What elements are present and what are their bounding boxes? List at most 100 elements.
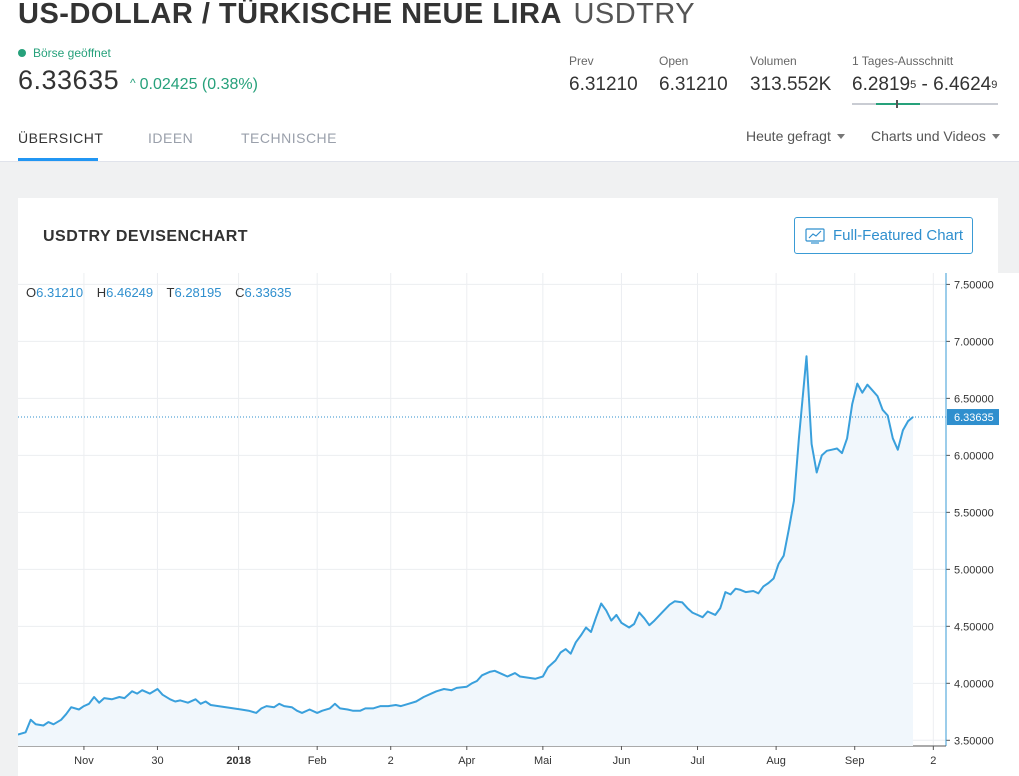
data-point — [232, 707, 235, 709]
y-tick-label: 4.50000 — [954, 621, 994, 633]
data-point — [805, 355, 808, 357]
stat-prev: Prev 6.31210 — [569, 54, 638, 96]
data-point — [696, 614, 699, 616]
day-range-bar — [852, 100, 998, 108]
data-point — [778, 563, 780, 565]
data-point — [329, 707, 331, 709]
data-point — [423, 696, 425, 698]
data-point — [547, 666, 549, 668]
data-point — [278, 703, 280, 705]
data-point — [415, 700, 417, 703]
stat-open: Open 6.31210 — [659, 54, 728, 96]
data-point — [400, 705, 402, 707]
data-point — [745, 591, 747, 593]
x-tick-label: Jul — [690, 755, 704, 767]
data-point — [871, 389, 874, 391]
y-tick-label: 5.50000 — [954, 507, 994, 519]
day-range-fill — [876, 103, 920, 105]
data-point — [187, 702, 189, 704]
stat-open-label: Open — [659, 54, 689, 68]
data-point — [661, 612, 663, 614]
price-chart[interactable]: 3.50000 4.00000 4.50000 5.00000 5.50000 6.000… — [18, 273, 1019, 776]
data-point — [519, 675, 521, 678]
ohlc-high-value: 6.46249 — [106, 285, 154, 300]
data-point — [118, 696, 120, 698]
ohlc-close-value: 6.33635 — [244, 285, 292, 300]
data-point — [836, 447, 838, 450]
data-point — [352, 710, 354, 712]
stat-prev-value: 6.31210 — [569, 74, 638, 95]
data-point — [123, 697, 126, 699]
instrument-header: US-DOLLAR / TÜRKISCHE NEUE LIRA USDTRY B… — [0, 0, 1019, 162]
data-point — [595, 616, 597, 618]
data-point — [628, 626, 630, 629]
data-point — [575, 641, 577, 643]
x-tick-label: Mai — [534, 755, 552, 767]
data-point — [534, 678, 536, 680]
data-point — [225, 706, 227, 708]
data-point — [372, 707, 374, 709]
data-point — [846, 437, 848, 439]
data-point — [88, 703, 90, 705]
data-point — [821, 454, 823, 456]
last-price: 6.33635 — [18, 65, 120, 95]
data-point — [301, 712, 303, 714]
data-point — [205, 700, 207, 703]
data-point — [740, 589, 742, 591]
data-point — [407, 703, 410, 705]
data-point — [735, 588, 737, 590]
data-point — [291, 706, 293, 708]
data-point — [902, 429, 904, 431]
x-tick-label: Sep — [845, 755, 865, 767]
dropdown-asked-today[interactable]: Heute gefragt — [746, 128, 845, 144]
data-point — [580, 634, 582, 636]
data-point — [681, 601, 683, 603]
series-area — [18, 356, 913, 746]
data-point — [83, 705, 85, 707]
data-point — [35, 723, 37, 725]
data-point — [783, 555, 785, 557]
range-high: 6.4624 — [933, 74, 992, 95]
tab-overview[interactable]: ÜBERSICHT — [18, 130, 104, 146]
range-low: 6.2819 — [852, 74, 911, 95]
data-point — [851, 403, 853, 405]
data-point — [78, 708, 80, 711]
data-point — [141, 689, 143, 691]
y-tick-label: 7.50000 — [954, 279, 994, 291]
data-point — [674, 600, 676, 602]
price-change-value: 0.02425 (0.38%) — [139, 76, 258, 93]
data-point — [200, 703, 202, 705]
data-point — [615, 614, 618, 616]
full-featured-chart-button[interactable]: Full-Featured Chart — [794, 217, 973, 254]
data-point — [816, 471, 818, 474]
x-tick-label: Feb — [308, 755, 327, 767]
x-tick-label: Nov — [74, 755, 94, 767]
tab-ideas[interactable]: IDEEN — [148, 130, 194, 146]
data-point — [169, 698, 171, 700]
x-tick-label: Aug — [766, 755, 786, 767]
dropdown-charts-videos[interactable]: Charts und Videos — [871, 128, 1000, 144]
data-point — [506, 675, 508, 678]
data-point — [841, 452, 843, 454]
data-point — [714, 614, 716, 616]
chart-card-title: USDTRY DEVISENCHART — [43, 228, 249, 245]
data-point — [882, 409, 884, 411]
x-tick-label: Jun — [613, 755, 631, 767]
data-point — [347, 708, 349, 711]
x-tick-label: Apr — [458, 755, 475, 767]
tab-technicals[interactable]: TECHNISCHE — [241, 130, 338, 146]
data-point — [669, 604, 671, 606]
data-point — [248, 710, 250, 712]
data-point — [30, 719, 32, 721]
data-point — [831, 449, 833, 451]
data-point — [387, 705, 389, 707]
range-high-sup: 9 — [991, 79, 998, 91]
data-point — [476, 680, 478, 682]
y-tick-label: 6.00000 — [954, 450, 994, 462]
data-point — [194, 698, 197, 700]
data-point — [489, 671, 491, 673]
data-point — [25, 731, 27, 733]
data-point — [334, 703, 336, 705]
stat-open-value: 6.31210 — [659, 74, 728, 95]
status-dot-icon — [18, 49, 26, 57]
